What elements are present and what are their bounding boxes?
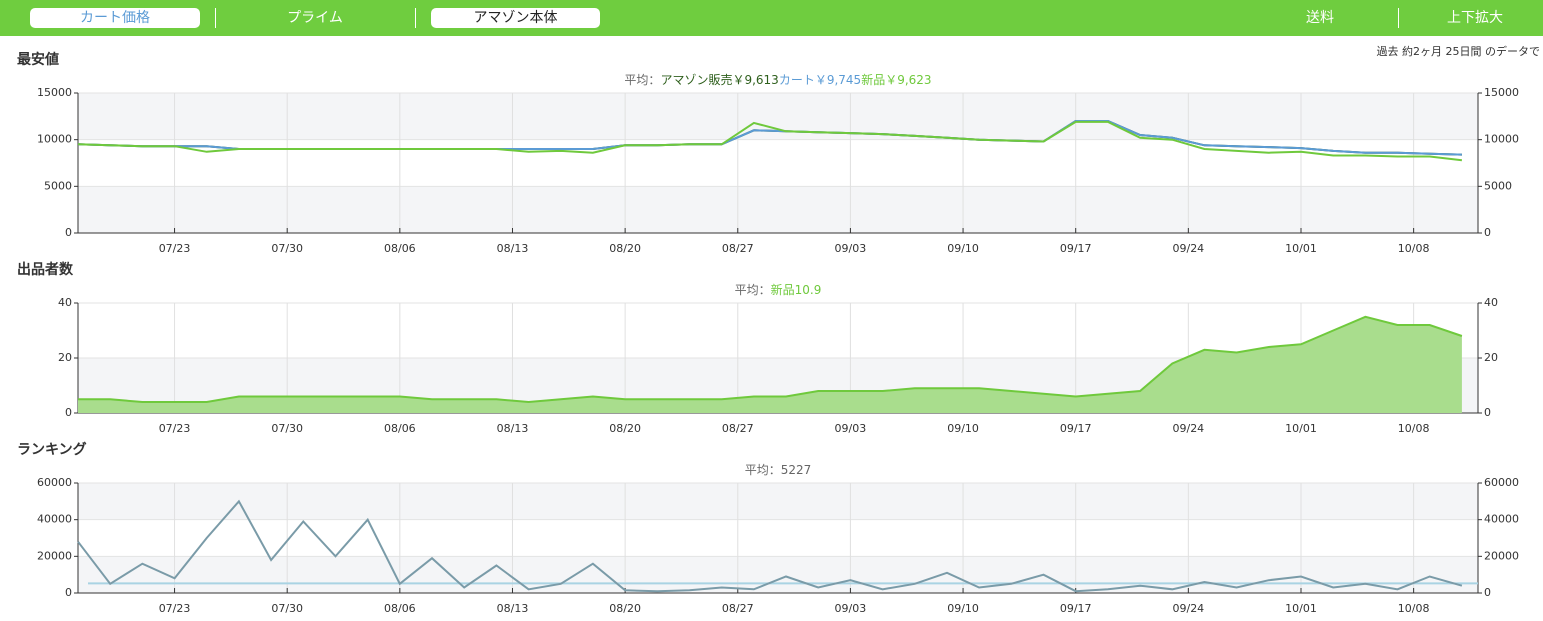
chart-title: 出品者数 xyxy=(17,261,74,278)
toolbar: カート価格 プライム アマゾン本体 送料 上下拡大 xyxy=(0,0,1543,36)
series-average: ￥9,613 xyxy=(732,73,778,87)
x-tick-label: 09/17 xyxy=(1060,422,1092,435)
y-tick-label: 40 xyxy=(58,296,72,309)
y2-tick-label: 0 xyxy=(1484,586,1491,599)
series-name: 新品 xyxy=(771,282,795,297)
y-tick-label: 0 xyxy=(65,586,72,599)
x-tick-label: 09/10 xyxy=(947,602,979,615)
x-tick-label: 10/08 xyxy=(1398,422,1430,435)
average-prefix: 平均： xyxy=(624,73,660,87)
zoom-button[interactable]: 上下拡大 xyxy=(1447,10,1503,26)
chart-title: ランキング xyxy=(17,441,87,458)
y2-tick-label: 60000 xyxy=(1484,476,1519,489)
y-tick-label: 40000 xyxy=(37,513,72,526)
y-tick-label: 5000 xyxy=(44,179,72,192)
series-line xyxy=(77,499,1463,593)
x-tick-label: 08/27 xyxy=(722,422,754,435)
plot-band xyxy=(78,519,1478,557)
x-tick-label: 07/30 xyxy=(271,422,303,435)
x-tick-label: 09/24 xyxy=(1172,602,1204,615)
chart-title: 最安値 xyxy=(17,51,59,68)
cart-button[interactable]: カート価格 xyxy=(30,8,200,28)
y2-tick-label: 0 xyxy=(1484,226,1491,239)
x-tick-label: 07/30 xyxy=(271,242,303,255)
x-tick-label: 09/17 xyxy=(1060,242,1092,255)
x-tick-label: 09/24 xyxy=(1172,422,1204,435)
x-tick-label: 07/30 xyxy=(271,602,303,615)
x-tick-label: 07/23 xyxy=(159,422,191,435)
series-name: アマゾン販売 xyxy=(660,72,732,87)
series-average: ￥9,623 xyxy=(885,73,931,87)
x-tick-label: 08/06 xyxy=(384,422,416,435)
x-tick-label: 09/24 xyxy=(1172,242,1204,255)
x-tick-label: 10/08 xyxy=(1398,602,1430,615)
x-tick-label: 08/13 xyxy=(497,422,529,435)
separator xyxy=(415,8,416,28)
series-name: 新品 xyxy=(861,72,885,87)
series-area xyxy=(78,316,1462,413)
y2-tick-label: 15000 xyxy=(1484,86,1519,99)
x-tick-label: 10/01 xyxy=(1285,422,1317,435)
x-tick-label: 09/10 xyxy=(947,242,979,255)
prime-button[interactable]: プライム xyxy=(287,10,343,26)
average-value: 5227 xyxy=(781,463,812,477)
y-tick-label: 20 xyxy=(58,351,72,364)
x-tick-label: 08/27 xyxy=(722,602,754,615)
series-average: ￥9,745 xyxy=(815,73,861,87)
x-tick-label: 08/13 xyxy=(497,602,529,615)
separator xyxy=(1398,8,1399,28)
x-tick-label: 08/06 xyxy=(384,602,416,615)
x-tick-label: 07/23 xyxy=(159,242,191,255)
y2-tick-label: 20000 xyxy=(1484,549,1519,562)
y-tick-label: 0 xyxy=(65,406,72,419)
y2-tick-label: 10000 xyxy=(1484,133,1519,146)
y-tick-label: 60000 xyxy=(37,476,72,489)
x-tick-label: 09/17 xyxy=(1060,602,1092,615)
y-tick-label: 0 xyxy=(65,226,72,239)
x-tick-label: 10/08 xyxy=(1398,242,1430,255)
y-tick-label: 10000 xyxy=(37,133,72,146)
average-line: 平均：新品10.9 xyxy=(735,282,822,297)
x-tick-label: 09/03 xyxy=(835,422,867,435)
separator xyxy=(215,8,216,28)
series-line xyxy=(78,315,1463,404)
period-note: 過去 約2ヶ月 25日間 のデータで xyxy=(1377,44,1541,58)
x-tick-label: 08/20 xyxy=(609,422,641,435)
series-average: 10.9 xyxy=(795,283,822,297)
average-line: 平均：5227 xyxy=(745,463,812,477)
plot-band xyxy=(78,139,1478,187)
x-tick-label: 09/10 xyxy=(947,422,979,435)
y-tick-label: 20000 xyxy=(37,549,72,562)
x-tick-label: 07/23 xyxy=(159,602,191,615)
x-tick-label: 08/06 xyxy=(384,242,416,255)
x-tick-label: 09/03 xyxy=(835,602,867,615)
y2-tick-label: 0 xyxy=(1484,406,1491,419)
x-tick-label: 08/13 xyxy=(497,242,529,255)
x-tick-label: 10/01 xyxy=(1285,602,1317,615)
x-tick-label: 08/27 xyxy=(722,242,754,255)
y2-tick-label: 40 xyxy=(1484,296,1498,309)
series-name: カート xyxy=(779,73,815,87)
x-tick-label: 10/01 xyxy=(1285,242,1317,255)
shipping-button[interactable]: 送料 xyxy=(1306,10,1334,26)
x-tick-label: 08/20 xyxy=(609,602,641,615)
y2-tick-label: 20 xyxy=(1484,351,1498,364)
y2-tick-label: 5000 xyxy=(1484,179,1512,192)
average-prefix: 平均： xyxy=(745,463,781,477)
x-tick-label: 09/03 xyxy=(835,242,867,255)
amazon-button[interactable]: アマゾン本体 xyxy=(431,8,600,28)
y2-tick-label: 40000 xyxy=(1484,513,1519,526)
x-tick-label: 08/20 xyxy=(609,242,641,255)
average-line: 平均：アマゾン販売￥9,613カート￥9,745新品￥9,623 xyxy=(624,72,931,87)
average-prefix: 平均： xyxy=(735,283,771,297)
y-tick-label: 15000 xyxy=(37,86,72,99)
series-line xyxy=(77,120,1463,162)
plot-band xyxy=(78,303,1478,358)
